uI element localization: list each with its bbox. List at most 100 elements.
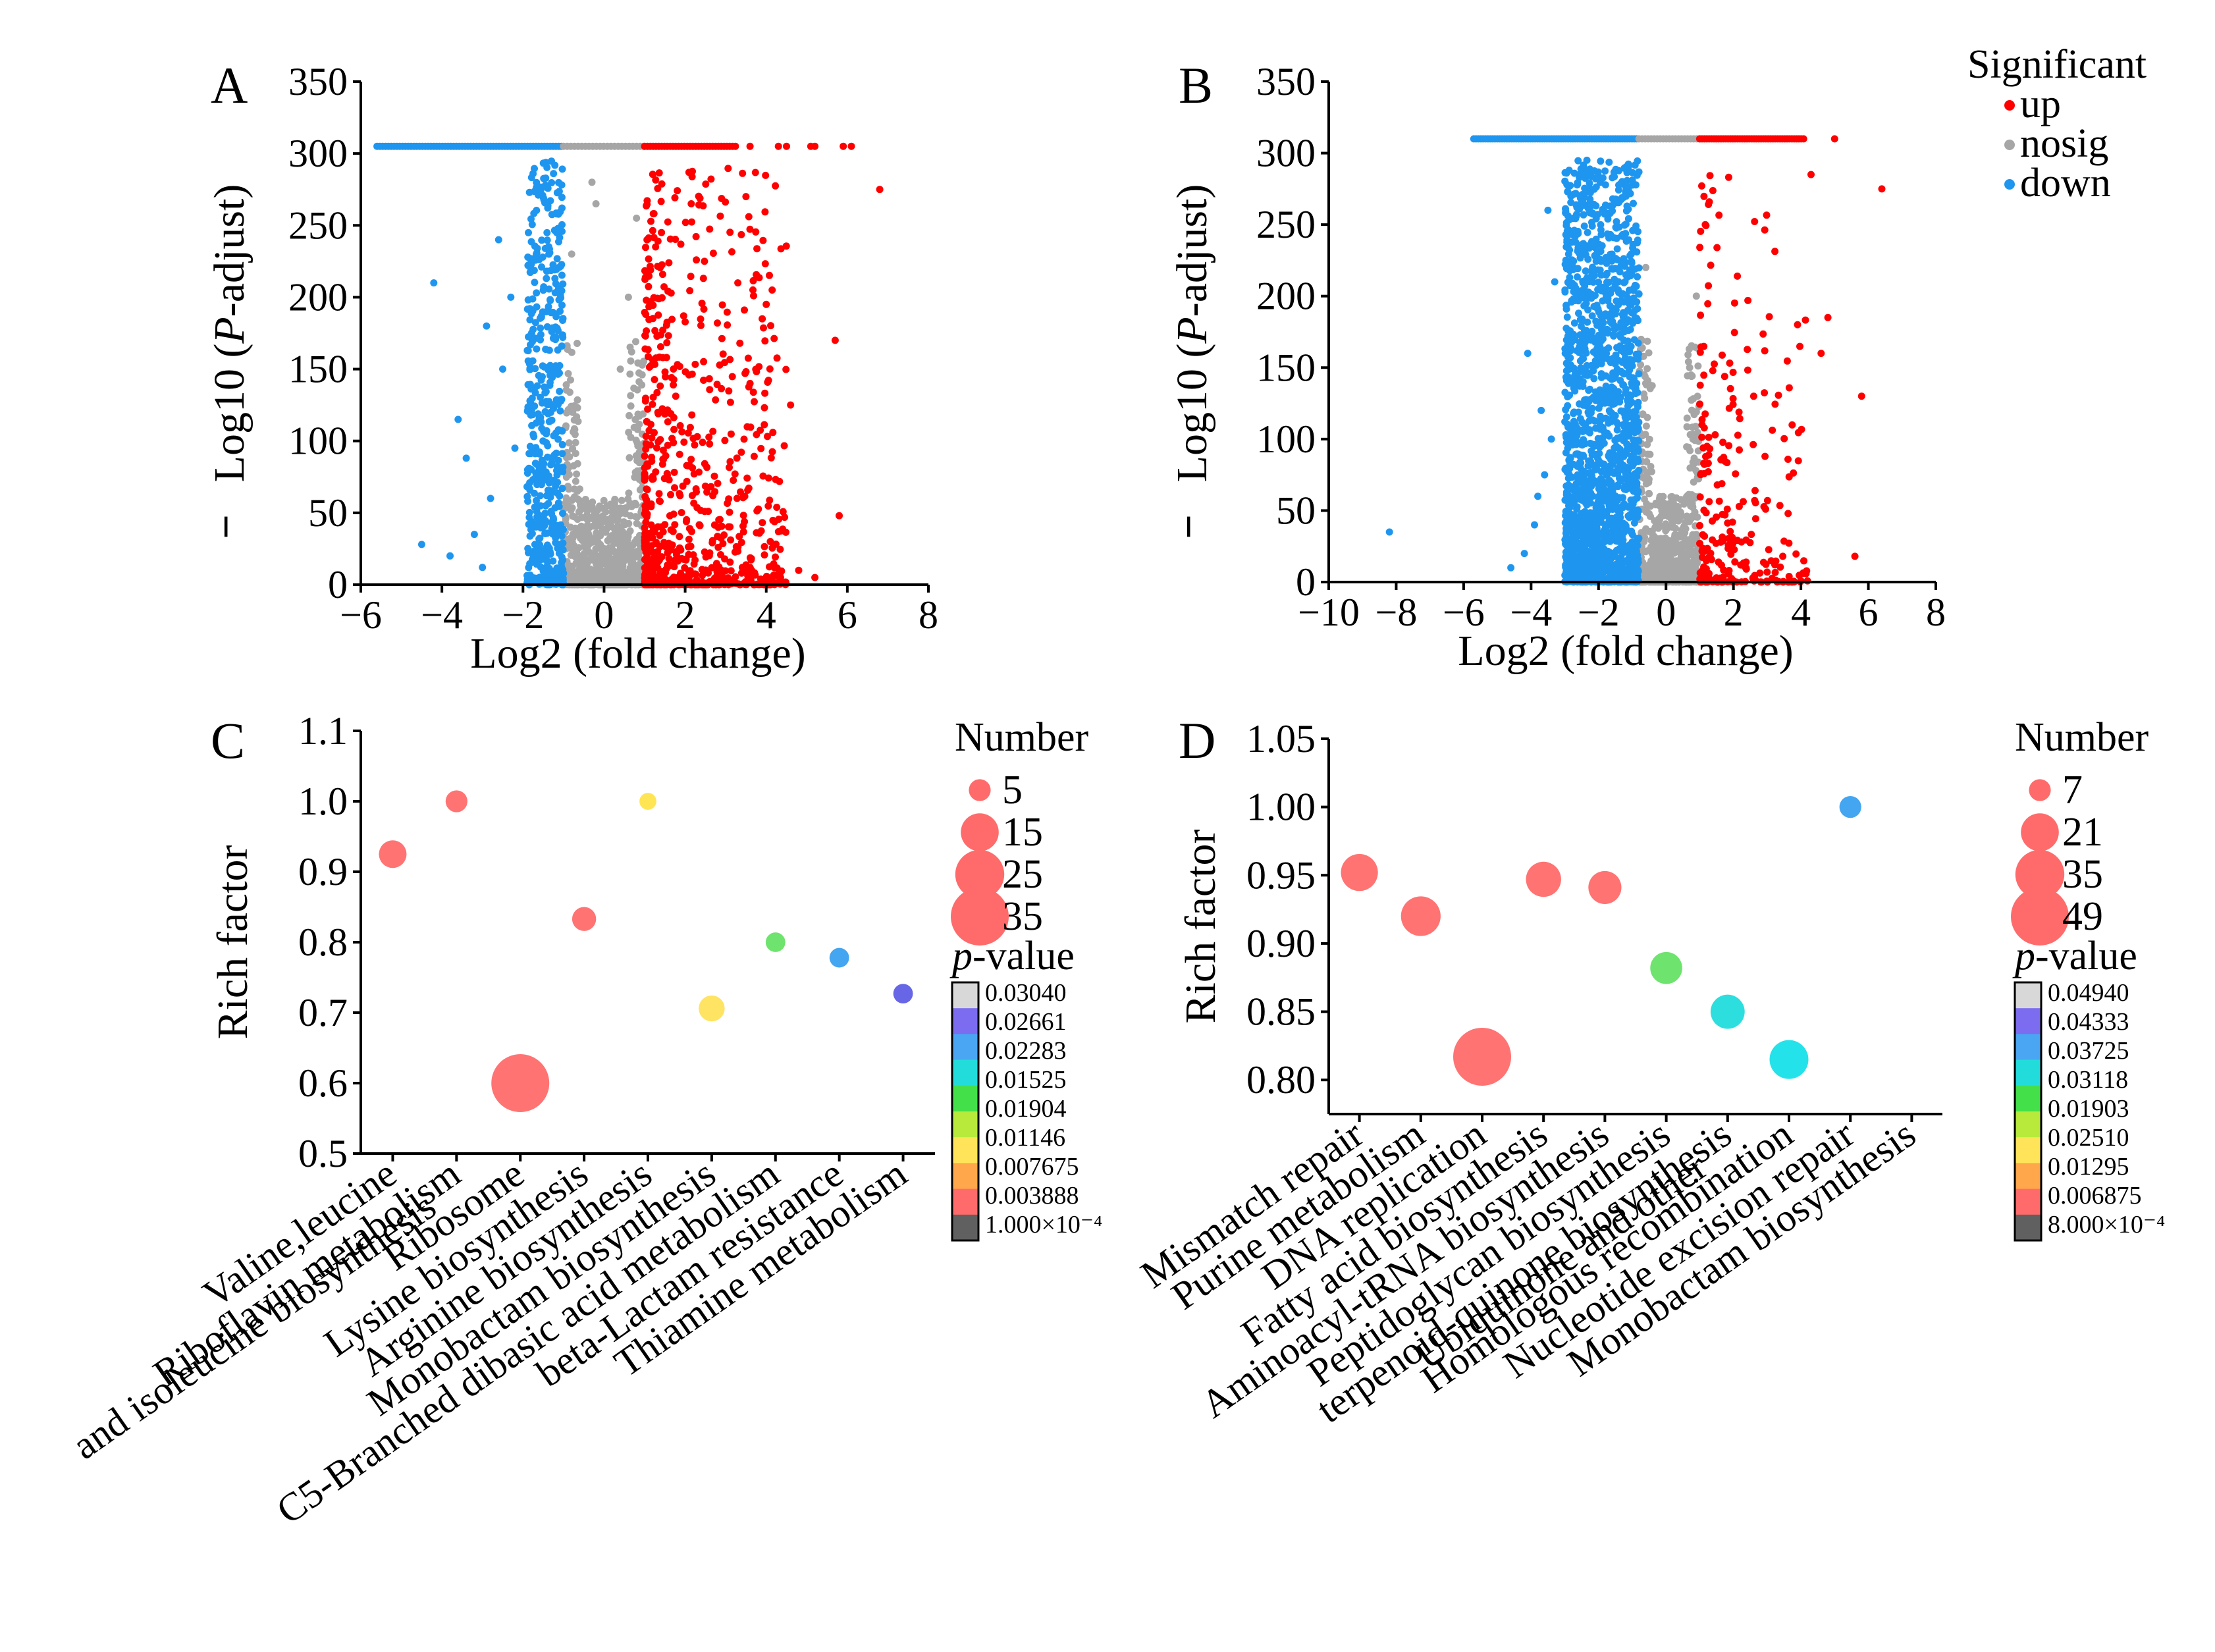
- down-point: [1613, 297, 1620, 305]
- up-point: [721, 359, 728, 367]
- down-point: [1564, 327, 1572, 335]
- up-point: [641, 267, 649, 275]
- down-point: [1573, 505, 1581, 513]
- y-axis-label-italic: P: [205, 317, 254, 344]
- up-point: [664, 441, 672, 449]
- down-point: [545, 417, 553, 425]
- down-point: [554, 456, 562, 464]
- down-point: [539, 573, 547, 581]
- nosig-point: [1640, 573, 1648, 581]
- down-point: [555, 228, 563, 235]
- up-point: [782, 242, 790, 250]
- nosig-point: [1648, 550, 1656, 558]
- down-point: [1601, 566, 1609, 574]
- down-point: [533, 250, 540, 258]
- nosig-point: [619, 528, 627, 536]
- down-point: [1576, 339, 1584, 347]
- up-point: [722, 198, 730, 206]
- down-point: [558, 485, 566, 493]
- up-point: [724, 500, 732, 507]
- down-point: [1635, 534, 1643, 542]
- down-point: [1575, 309, 1582, 317]
- down-point: [558, 221, 566, 228]
- down-point: [1617, 553, 1625, 561]
- nosig-point: [1641, 379, 1649, 387]
- up-point: [670, 468, 678, 476]
- nosig-point: [1684, 358, 1692, 365]
- down-point: [526, 316, 534, 324]
- down-point: [552, 429, 560, 437]
- down-point: [1613, 560, 1621, 568]
- up-point: [681, 318, 689, 326]
- down-point: [1613, 218, 1620, 226]
- up-point: [655, 490, 663, 498]
- down-point: [533, 560, 541, 568]
- down-point: [531, 489, 538, 497]
- down-point: [1562, 302, 1570, 309]
- down-point: [558, 396, 566, 404]
- nosig-point: [1657, 522, 1665, 530]
- up-point: [746, 225, 754, 233]
- up-point: [781, 514, 789, 521]
- down-point: [527, 260, 535, 268]
- down-point: [554, 284, 562, 292]
- y-tick-label: 50: [308, 491, 348, 535]
- down-point: [1577, 477, 1585, 485]
- down-point: [1601, 181, 1609, 189]
- up-point: [655, 497, 663, 505]
- up-point: [731, 548, 739, 556]
- down-point: [1570, 319, 1578, 327]
- up-point: [735, 533, 743, 541]
- down-point: [1597, 230, 1605, 238]
- nosig-point: [584, 537, 592, 545]
- down-point: [1616, 393, 1624, 401]
- up-point: [721, 437, 729, 444]
- down-point: [1564, 556, 1572, 564]
- down-point: [1580, 222, 1588, 230]
- nosig-point: [581, 496, 589, 503]
- down-point: [1634, 444, 1641, 452]
- nosig-point: [562, 381, 570, 388]
- down-point: [1602, 383, 1610, 390]
- nosig-point: [578, 529, 585, 537]
- nosig-point: [627, 357, 635, 365]
- y-tick-label: 150: [288, 348, 348, 391]
- up-point: [718, 566, 726, 574]
- down-point: [1594, 566, 1602, 573]
- down-point: [1597, 174, 1605, 182]
- x-tick-label: 4: [757, 593, 776, 637]
- nosig-point: [1645, 479, 1653, 487]
- nosig-point: [1637, 361, 1645, 369]
- up-point: [761, 551, 768, 559]
- nosig-point: [607, 572, 615, 579]
- down-point: [1589, 416, 1597, 424]
- nosig-point: [1689, 504, 1697, 512]
- down-point: [1625, 236, 1633, 244]
- nosig-point: [572, 450, 579, 458]
- up-point: [675, 573, 683, 581]
- down-point: [555, 188, 563, 196]
- down-point: [1624, 306, 1632, 314]
- down-point: [1562, 219, 1570, 226]
- down-point: [535, 371, 543, 379]
- nosig-point: [592, 200, 600, 207]
- up-point: [702, 180, 710, 188]
- nosig-point: [625, 489, 633, 497]
- nosig-point: [562, 473, 570, 481]
- nosig-point: [1690, 395, 1697, 403]
- down-point: [1584, 480, 1591, 488]
- down-point: [1622, 344, 1630, 352]
- up-point: [747, 423, 755, 431]
- down-point: [525, 228, 532, 236]
- down-point: [1632, 282, 1640, 290]
- up-point: [680, 555, 687, 563]
- nosig-point: [1640, 371, 1648, 379]
- down-point: [1626, 300, 1633, 308]
- nosig-point: [1691, 493, 1699, 500]
- up-point: [648, 454, 656, 461]
- up-point: [643, 570, 651, 577]
- nosig-point: [591, 550, 599, 558]
- down-point: [1588, 447, 1595, 455]
- nosig-point: [1692, 423, 1699, 431]
- up-point: [726, 458, 734, 466]
